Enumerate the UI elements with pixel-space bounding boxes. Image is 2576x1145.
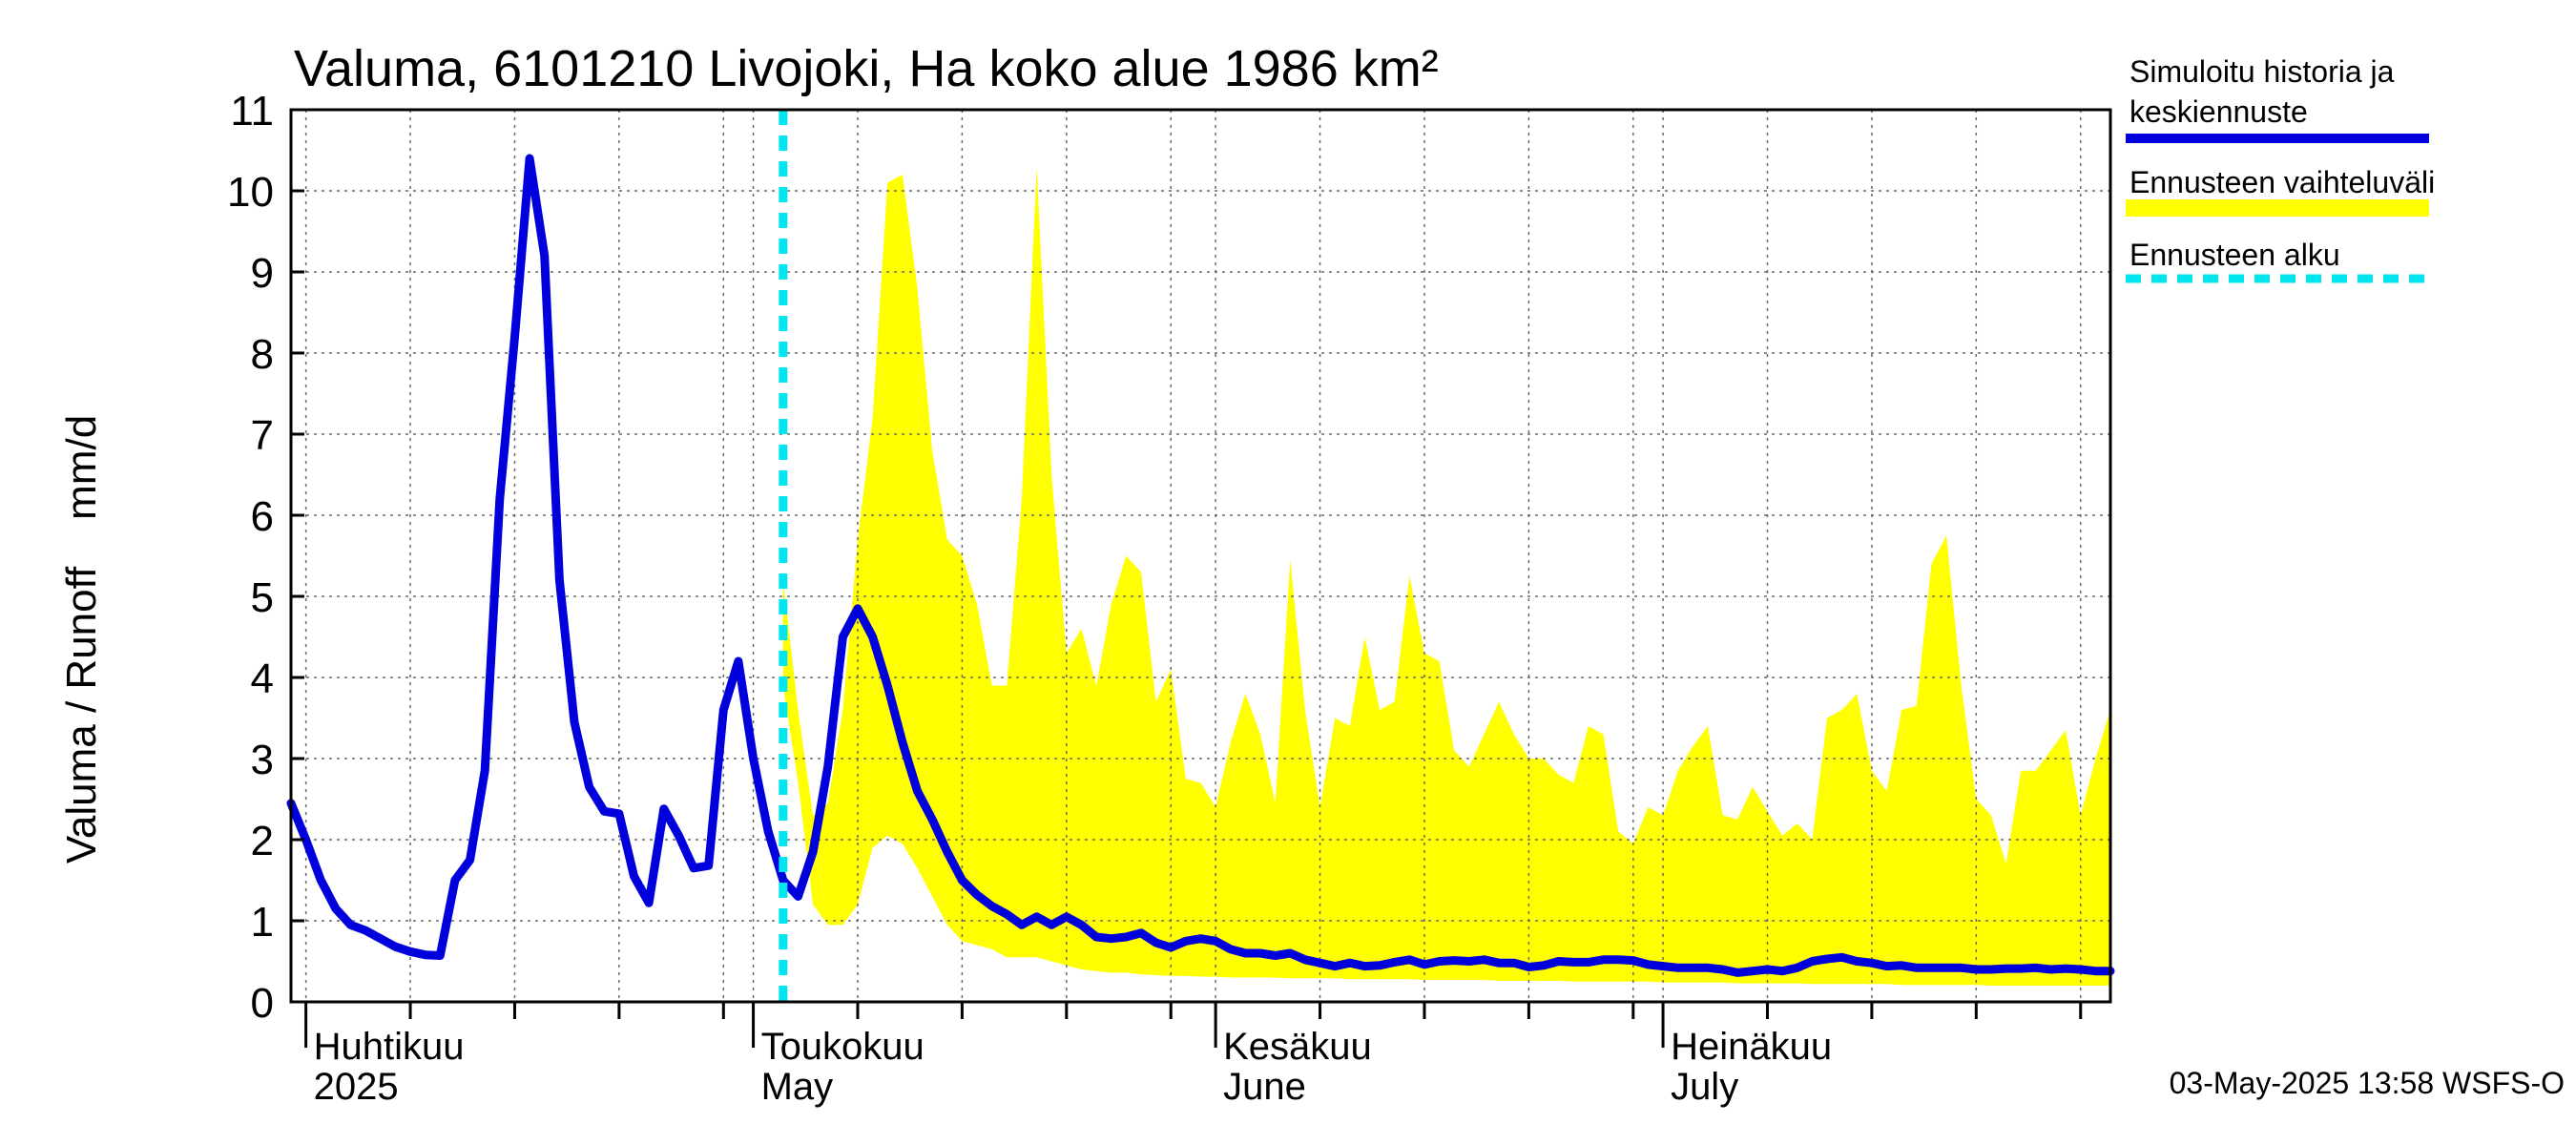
x-month-sublabel: June: [1223, 1066, 1306, 1108]
x-month-label: Toukokuu: [761, 1026, 924, 1068]
y-tick-label: 9: [251, 250, 274, 297]
x-month-label: Kesäkuu: [1223, 1026, 1372, 1068]
y-tick-label: 6: [251, 493, 274, 540]
simulated-runoff-line: [286, 154, 2115, 977]
y-tick-label: 4: [251, 656, 274, 702]
legend-label-simulated-1: Simuloitu historia ja: [2129, 54, 2395, 89]
y-tick-label: 8: [251, 331, 274, 378]
grid: [291, 110, 2110, 1002]
x-month-sublabel: 2025: [314, 1066, 399, 1108]
plot-frame: [289, 108, 2112, 1004]
chart-title: Valuma, 6101210 Livojoki, Ha koko alue 1…: [294, 40, 1439, 97]
footer-timestamp: 03-May-2025 13:58 WSFS-O: [2170, 1066, 2565, 1100]
x-month-sublabel: July: [1671, 1066, 1738, 1108]
y-tick-label: 10: [227, 169, 274, 216]
legend-label-range: Ennusteen vaihteluväli: [2129, 165, 2435, 199]
y-tick-label: 3: [251, 737, 274, 783]
x-month-label: Heinäkuu: [1671, 1026, 1832, 1068]
legend: Simuloitu historia ja keskiennuste Ennus…: [2126, 54, 2435, 283]
x-month-sublabel: May: [761, 1066, 834, 1108]
legend-label-forecast-start: Ennusteen alku: [2129, 238, 2340, 272]
y-tick-label: 7: [251, 412, 274, 459]
x-month-label: Huhtikuu: [314, 1026, 465, 1068]
y-axis-label: Valuma / Runoff mm/d: [58, 415, 105, 864]
y-tick-label: 5: [251, 574, 274, 621]
y-tick-label: 1: [251, 899, 274, 946]
legend-label-simulated-2: keskiennuste: [2129, 94, 2308, 129]
forecast-range-layer: [782, 166, 2110, 986]
y-tick-label: 11: [230, 88, 274, 135]
series-layer: [286, 110, 2115, 1002]
forecast-range-band: [782, 166, 2110, 986]
y-tick-label: 2: [251, 818, 274, 864]
y-tick-label: 0: [251, 980, 274, 1027]
